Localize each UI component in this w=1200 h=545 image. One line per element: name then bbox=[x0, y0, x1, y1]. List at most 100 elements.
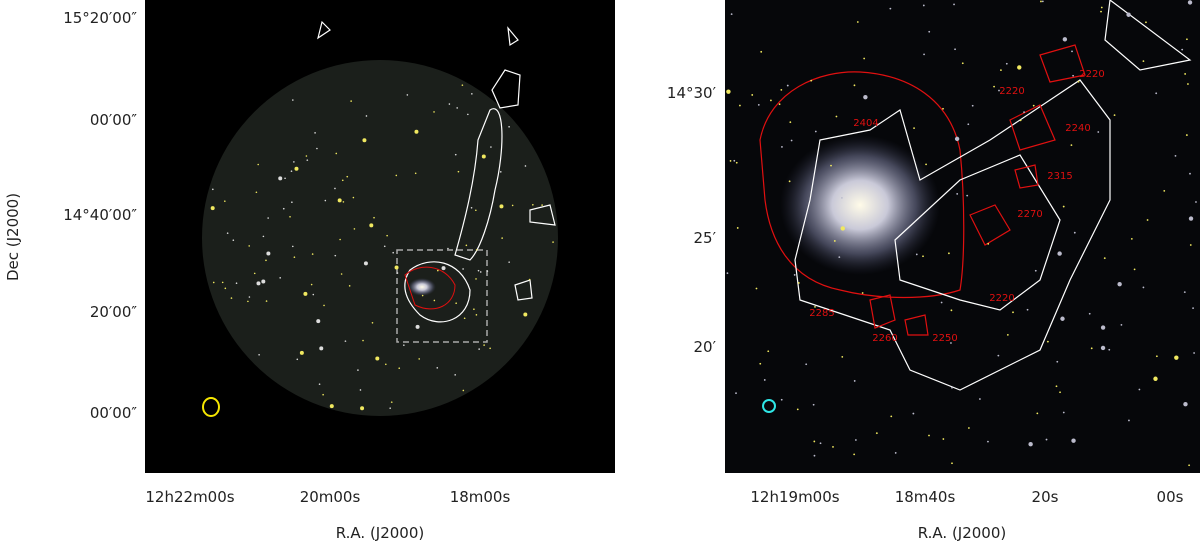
star bbox=[323, 304, 325, 307]
star bbox=[1040, 0, 1042, 3]
star bbox=[212, 188, 214, 191]
star bbox=[523, 312, 528, 317]
star bbox=[316, 319, 321, 324]
star bbox=[1059, 391, 1061, 394]
co-contour bbox=[904, 314, 929, 336]
star bbox=[292, 99, 294, 101]
star bbox=[948, 252, 950, 255]
star bbox=[528, 278, 531, 281]
star bbox=[348, 285, 351, 287]
star bbox=[341, 179, 344, 182]
y-tick-label: 20′ bbox=[694, 338, 717, 356]
galaxy bbox=[408, 278, 436, 296]
star bbox=[1188, 464, 1191, 467]
star bbox=[726, 89, 731, 94]
star bbox=[733, 159, 736, 162]
star bbox=[508, 261, 510, 263]
star bbox=[447, 247, 449, 250]
star bbox=[925, 163, 927, 166]
galaxy bbox=[780, 135, 940, 275]
star bbox=[475, 278, 477, 280]
star bbox=[1192, 307, 1194, 310]
star bbox=[854, 439, 857, 441]
star bbox=[913, 127, 915, 130]
star bbox=[1188, 216, 1194, 221]
star bbox=[763, 379, 766, 381]
star bbox=[923, 53, 925, 56]
star bbox=[1077, 80, 1080, 83]
y-tick-label: 14°40′00″ bbox=[63, 206, 137, 224]
star bbox=[1073, 231, 1076, 234]
star bbox=[265, 259, 267, 262]
star bbox=[942, 438, 945, 440]
star bbox=[759, 362, 762, 365]
star bbox=[471, 93, 473, 95]
y-tick-label: 25′ bbox=[694, 229, 717, 247]
star bbox=[928, 434, 930, 437]
star bbox=[463, 317, 466, 320]
star bbox=[541, 204, 543, 206]
x-tick-label: 18m00s bbox=[450, 488, 511, 506]
star bbox=[303, 291, 308, 296]
star bbox=[462, 268, 464, 270]
star bbox=[462, 389, 465, 392]
star bbox=[1057, 251, 1062, 256]
star bbox=[481, 154, 486, 159]
star bbox=[1100, 10, 1102, 13]
x-tick-label: 20s bbox=[1032, 488, 1059, 506]
star bbox=[971, 104, 974, 107]
contour-label: 2220 bbox=[989, 293, 1014, 304]
star bbox=[853, 380, 856, 382]
star bbox=[1090, 347, 1093, 350]
star bbox=[359, 389, 362, 391]
star bbox=[1017, 65, 1022, 70]
star bbox=[951, 386, 953, 389]
star bbox=[406, 94, 409, 96]
star bbox=[1145, 21, 1147, 24]
star bbox=[486, 270, 489, 272]
star bbox=[1071, 50, 1073, 53]
star bbox=[1184, 73, 1187, 75]
star bbox=[415, 324, 420, 329]
star bbox=[729, 160, 732, 162]
star bbox=[371, 322, 374, 324]
star bbox=[1028, 442, 1033, 447]
star bbox=[1034, 269, 1037, 272]
star bbox=[490, 146, 492, 148]
contour-label: 2220 bbox=[1079, 69, 1104, 80]
star bbox=[322, 393, 324, 396]
y-tick-label: 15°20′00″ bbox=[63, 9, 137, 27]
hi-contour bbox=[529, 204, 556, 226]
star bbox=[475, 248, 478, 251]
star bbox=[290, 170, 293, 172]
star bbox=[337, 198, 342, 203]
star bbox=[956, 193, 959, 195]
star bbox=[316, 147, 318, 150]
star bbox=[1032, 104, 1035, 107]
star bbox=[757, 104, 760, 106]
star bbox=[950, 309, 953, 312]
hi-contour bbox=[894, 154, 1061, 311]
hi-contour bbox=[507, 26, 519, 47]
contour-label: 2220 bbox=[999, 86, 1024, 97]
co-contour bbox=[869, 294, 896, 329]
x-tick-label: 12h19m00s bbox=[750, 488, 839, 506]
star bbox=[383, 245, 386, 248]
star bbox=[524, 165, 527, 167]
star bbox=[1187, 83, 1189, 85]
star bbox=[950, 342, 952, 344]
star bbox=[373, 216, 375, 219]
star bbox=[501, 237, 503, 239]
star bbox=[951, 462, 953, 465]
co-contour bbox=[404, 266, 456, 310]
star bbox=[1146, 219, 1149, 221]
star bbox=[797, 282, 800, 284]
hi-contour bbox=[404, 261, 471, 323]
star bbox=[293, 256, 296, 258]
star bbox=[457, 170, 460, 173]
star bbox=[1062, 411, 1065, 414]
star bbox=[961, 62, 964, 65]
star bbox=[1128, 419, 1130, 422]
star bbox=[294, 166, 299, 171]
x-tick-label: 12h22m00s bbox=[145, 488, 234, 506]
